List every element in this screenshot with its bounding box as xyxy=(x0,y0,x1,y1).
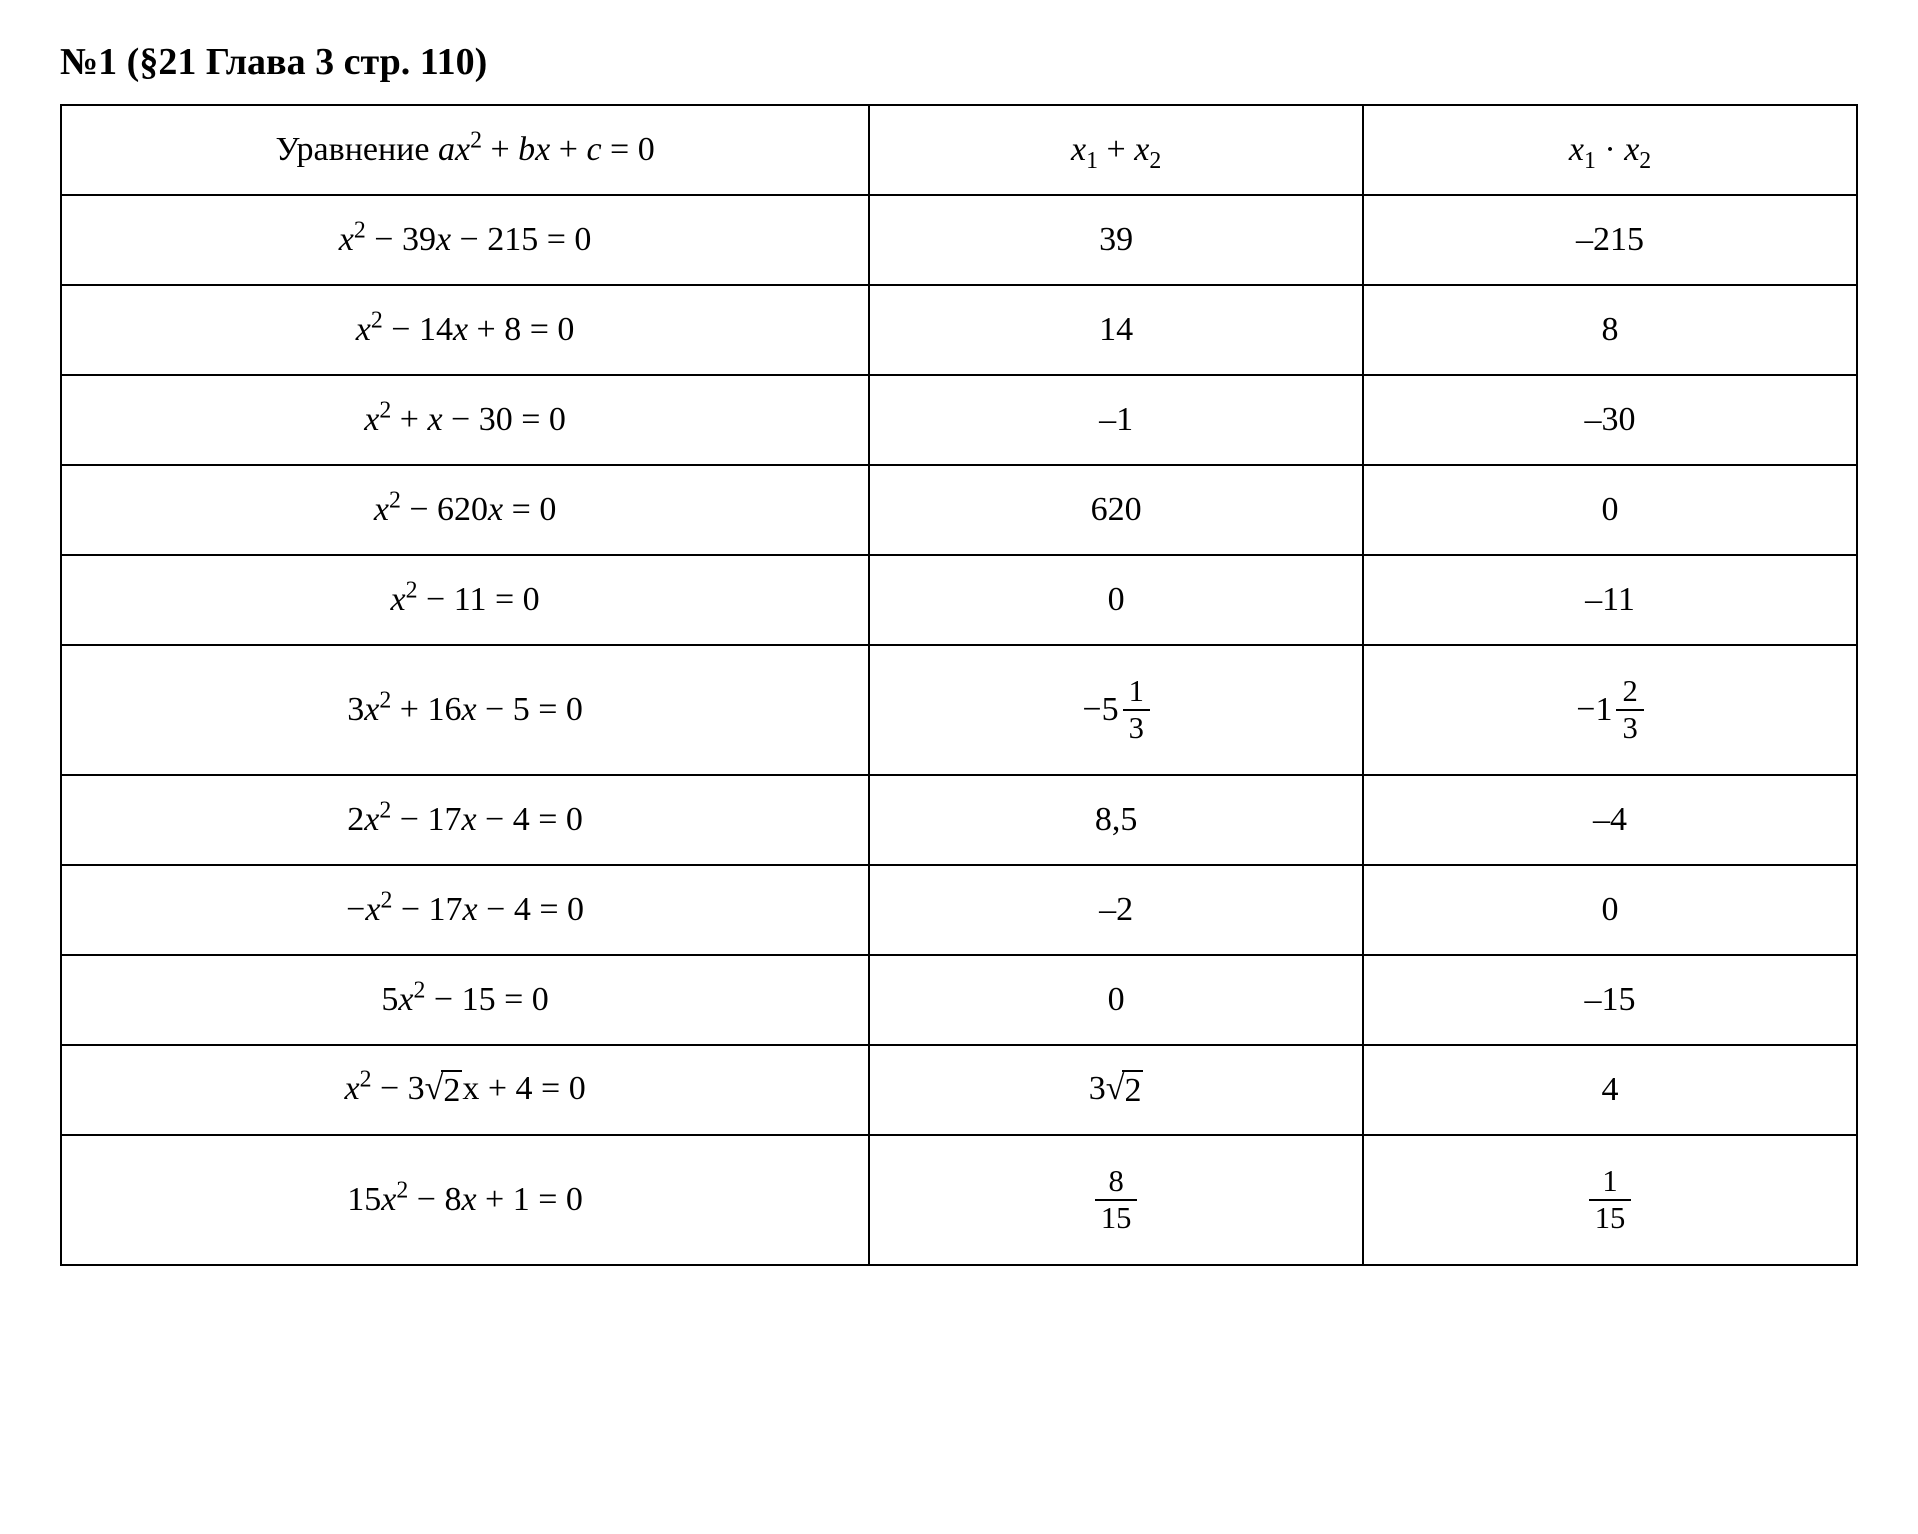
equation-cell: x2 − 11 = 0 xyxy=(61,555,869,645)
equation-cell: x2 − 14x + 8 = 0 xyxy=(61,285,869,375)
page-title: №1 (§21 Глава 3 стр. 110) xyxy=(60,40,1858,84)
sum-cell: 0 xyxy=(869,955,1363,1045)
product-cell: –30 xyxy=(1363,375,1857,465)
equation-cell: −x2 − 17x − 4 = 0 xyxy=(61,865,869,955)
header-sum: x1 + x2 xyxy=(869,105,1363,195)
vieta-table: Уравнение ax2 + bx + c = 0x1 + x2x1 · x2… xyxy=(60,104,1858,1266)
table-row: x2 − 39x − 215 = 039–215 xyxy=(61,195,1857,285)
product-cell: 0 xyxy=(1363,865,1857,955)
product-cell: 8 xyxy=(1363,285,1857,375)
equation-cell: 2x2 − 17x − 4 = 0 xyxy=(61,775,869,865)
product-cell: –11 xyxy=(1363,555,1857,645)
table-row: 5x2 − 15 = 00–15 xyxy=(61,955,1857,1045)
table-row: x2 − 3√2x + 4 = 03√24 xyxy=(61,1045,1857,1135)
sum-cell: 3√2 xyxy=(869,1045,1363,1135)
sum-cell: −513 xyxy=(869,645,1363,775)
table-row: −x2 − 17x − 4 = 0–20 xyxy=(61,865,1857,955)
equation-cell: x2 − 3√2x + 4 = 0 xyxy=(61,1045,869,1135)
table-row: x2 − 11 = 00–11 xyxy=(61,555,1857,645)
sum-cell: 8,5 xyxy=(869,775,1363,865)
sum-cell: 0 xyxy=(869,555,1363,645)
equation-cell: 5x2 − 15 = 0 xyxy=(61,955,869,1045)
product-cell: –15 xyxy=(1363,955,1857,1045)
equation-cell: 3x2 + 16x − 5 = 0 xyxy=(61,645,869,775)
table-row: x2 + x − 30 = 0–1–30 xyxy=(61,375,1857,465)
product-cell: 0 xyxy=(1363,465,1857,555)
equation-cell: x2 − 620x = 0 xyxy=(61,465,869,555)
product-cell: −123 xyxy=(1363,645,1857,775)
sum-cell: 815 xyxy=(869,1135,1363,1265)
table-row: 15x2 − 8x + 1 = 0815115 xyxy=(61,1135,1857,1265)
table-row: 2x2 − 17x − 4 = 08,5–4 xyxy=(61,775,1857,865)
product-cell: 4 xyxy=(1363,1045,1857,1135)
product-cell: –215 xyxy=(1363,195,1857,285)
product-cell: –4 xyxy=(1363,775,1857,865)
table-row: x2 − 620x = 06200 xyxy=(61,465,1857,555)
header-equation: Уравнение ax2 + bx + c = 0 xyxy=(61,105,869,195)
table-row: 3x2 + 16x − 5 = 0−513−123 xyxy=(61,645,1857,775)
equation-cell: x2 − 39x − 215 = 0 xyxy=(61,195,869,285)
sum-cell: 39 xyxy=(869,195,1363,285)
sum-cell: 620 xyxy=(869,465,1363,555)
product-cell: 115 xyxy=(1363,1135,1857,1265)
sum-cell: –2 xyxy=(869,865,1363,955)
table-row: x2 − 14x + 8 = 0148 xyxy=(61,285,1857,375)
sum-cell: 14 xyxy=(869,285,1363,375)
equation-cell: 15x2 − 8x + 1 = 0 xyxy=(61,1135,869,1265)
header-product: x1 · x2 xyxy=(1363,105,1857,195)
sum-cell: –1 xyxy=(869,375,1363,465)
equation-cell: x2 + x − 30 = 0 xyxy=(61,375,869,465)
